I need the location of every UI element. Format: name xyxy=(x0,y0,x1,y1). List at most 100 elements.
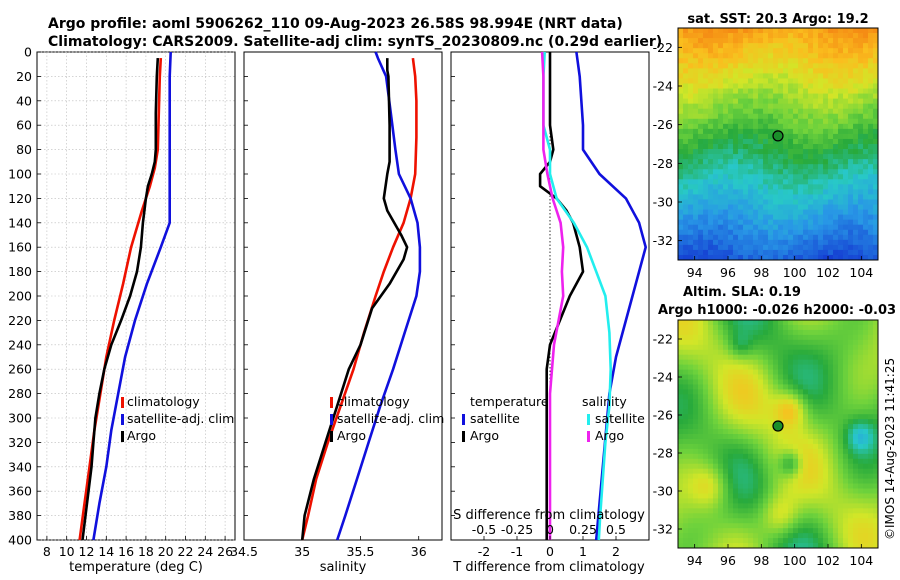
map-cell xyxy=(693,93,699,100)
temperature-panel: 0204060801001201401601802002202402602803… xyxy=(8,45,236,575)
map-cell xyxy=(853,453,859,460)
map-cell xyxy=(758,458,764,465)
map-cell xyxy=(683,523,689,529)
map-cell xyxy=(798,344,804,351)
map-cell xyxy=(828,103,834,110)
map-cell xyxy=(793,538,799,544)
map-cell xyxy=(838,458,844,465)
map-cell xyxy=(803,349,809,356)
map-cell xyxy=(823,359,829,366)
map-cell xyxy=(703,118,709,125)
map-cell xyxy=(808,254,814,261)
map-cell xyxy=(723,93,729,100)
map-cell xyxy=(833,249,839,256)
map-cell xyxy=(793,229,799,236)
map-cell xyxy=(763,164,769,170)
map-cell xyxy=(808,199,814,205)
map-cell xyxy=(703,364,709,370)
lon-tick-label: 94 xyxy=(687,265,703,280)
map-cell xyxy=(738,149,744,155)
map-cell xyxy=(778,83,784,89)
map-cell xyxy=(778,138,784,145)
map-cell xyxy=(798,409,804,415)
map-cell xyxy=(858,334,864,341)
map-cell xyxy=(693,184,699,190)
map-cell xyxy=(788,244,794,251)
map-cell xyxy=(833,394,839,400)
map-cell xyxy=(773,344,779,351)
map-cell xyxy=(743,533,749,539)
map-cell xyxy=(743,364,749,370)
map-cell xyxy=(788,419,794,425)
map-cell xyxy=(843,118,849,125)
map-cell xyxy=(738,239,744,246)
map-cell xyxy=(763,518,769,524)
map-cell xyxy=(868,73,874,79)
map-cell xyxy=(763,199,769,205)
map-cell xyxy=(733,414,739,420)
map-cell xyxy=(848,434,854,440)
map-cell xyxy=(858,404,864,410)
map-cell xyxy=(868,234,874,241)
map-cell xyxy=(708,194,714,200)
map-cell xyxy=(858,239,864,246)
map-cell xyxy=(788,533,794,539)
map-cell xyxy=(808,68,814,74)
map-cell xyxy=(698,103,704,110)
lon-tick-label: 100 xyxy=(783,553,807,568)
map-cell xyxy=(753,324,759,331)
map-cell xyxy=(853,83,859,89)
difference-series xyxy=(538,51,648,541)
map-cell xyxy=(753,374,759,380)
map-cell xyxy=(813,28,819,34)
map-cell xyxy=(773,349,779,356)
map-cell xyxy=(733,154,739,160)
map-cell xyxy=(708,58,714,64)
map-cell xyxy=(698,239,704,246)
map-cell xyxy=(773,78,779,84)
map-cell xyxy=(768,108,774,115)
map-cell xyxy=(783,48,789,54)
map-cell xyxy=(783,523,789,529)
map-cell xyxy=(743,488,749,494)
map-cell xyxy=(703,123,709,130)
map-cell xyxy=(773,463,779,470)
map-cell xyxy=(693,359,699,366)
map-cell xyxy=(778,349,784,356)
map-cell xyxy=(758,498,764,504)
map-cell xyxy=(738,404,744,410)
map-cell xyxy=(753,78,759,84)
map-cell xyxy=(803,68,809,74)
map-cell xyxy=(733,144,739,150)
map-cell xyxy=(788,364,794,370)
map-cell xyxy=(723,184,729,190)
map-cell xyxy=(773,518,779,524)
map-cell xyxy=(808,33,814,39)
map-cell xyxy=(753,334,759,341)
map-cell xyxy=(748,28,754,34)
map-cell xyxy=(783,483,789,489)
map-cell xyxy=(743,349,749,356)
map-cell xyxy=(718,478,724,484)
map-cell xyxy=(833,144,839,150)
map-cell xyxy=(748,184,754,190)
map-cell xyxy=(783,394,789,400)
map-cell xyxy=(733,478,739,484)
map-cell xyxy=(743,538,749,544)
map-cell xyxy=(718,93,724,100)
map-cell xyxy=(738,424,744,430)
map-cell xyxy=(678,478,684,484)
map-cell xyxy=(838,78,844,84)
map-cell xyxy=(863,468,869,475)
map-cell xyxy=(708,354,714,361)
map-cell xyxy=(773,374,779,380)
map-cell xyxy=(793,83,799,89)
x-tick-label: 36 xyxy=(411,544,427,559)
map-cell xyxy=(693,473,699,480)
map-cell xyxy=(848,224,854,231)
map-cell xyxy=(743,63,749,69)
map-cell xyxy=(778,169,784,175)
map-cell xyxy=(848,169,854,175)
map-cell xyxy=(803,58,809,64)
temperature-ticks: 0204060801001201401601802002202402602803… xyxy=(8,45,233,560)
